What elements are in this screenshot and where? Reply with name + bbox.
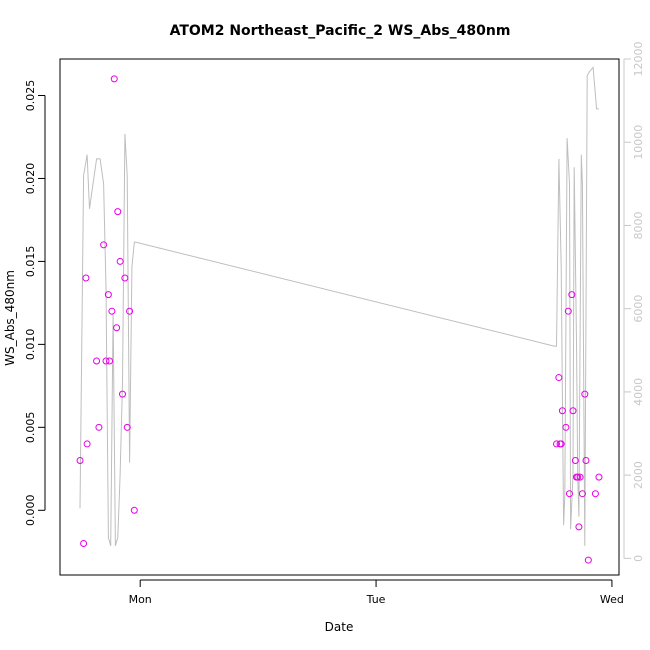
left-axis-tick-label: 0.020	[24, 163, 37, 195]
right-axis-tick-label: 0	[632, 555, 645, 562]
x-axis-tick-label: Wed	[600, 593, 624, 606]
right-axis-tick-label: 2000	[632, 461, 645, 489]
data-point	[569, 407, 577, 415]
data-point	[576, 473, 584, 481]
data-point	[568, 291, 576, 299]
data-point	[114, 208, 122, 216]
data-point	[108, 307, 116, 315]
data-point	[95, 423, 103, 431]
x-axis-label: Date	[325, 620, 354, 634]
left-axis-tick-label: 0.015	[24, 246, 37, 278]
left-axis-tick-label: 0.010	[24, 329, 37, 361]
line-series	[79, 66, 599, 547]
data-point	[119, 390, 127, 398]
data-point	[106, 357, 114, 365]
left-axis-tick-label: 0.000	[24, 495, 37, 527]
data-point	[571, 457, 579, 465]
data-point	[121, 274, 129, 282]
data-point	[564, 307, 572, 315]
data-point	[591, 490, 599, 498]
right-axis-tick-label: 12000	[632, 42, 645, 77]
data-point	[574, 473, 582, 481]
data-point	[558, 407, 566, 415]
data-point	[584, 556, 592, 564]
data-point	[552, 440, 560, 448]
series-line	[79, 66, 599, 547]
data-point	[102, 357, 110, 365]
right-axis-tick-label: 6000	[632, 295, 645, 323]
data-point	[126, 307, 134, 315]
data-point	[104, 291, 112, 299]
chart-title: ATOM2 Northeast_Pacific_2 WS_Abs_480nm	[170, 23, 511, 39]
data-point	[555, 374, 563, 382]
data-point	[80, 539, 88, 547]
left-y-axis: 0.000 0.005 0.010 0.015 0.020 0.025	[24, 80, 46, 527]
x-axis-tick-label: Tue	[366, 593, 386, 606]
data-point	[565, 490, 573, 498]
data-point	[130, 506, 138, 514]
data-point	[100, 241, 108, 249]
right-axis-tick-label: 10000	[632, 125, 645, 160]
plot-frame	[59, 58, 620, 576]
data-point	[575, 523, 583, 531]
data-point	[562, 423, 570, 431]
data-point	[82, 274, 90, 282]
scatter-series	[76, 75, 603, 564]
right-axis-tick-label: 4000	[632, 378, 645, 406]
right-axis-tick-label: 8000	[632, 211, 645, 239]
y-axis-label: WS_Abs_480nm	[3, 270, 17, 366]
data-point	[83, 440, 91, 448]
data-point	[93, 357, 101, 365]
data-point	[557, 440, 565, 448]
data-point	[578, 490, 586, 498]
data-point	[582, 457, 590, 465]
left-axis-tick-label: 0.025	[24, 80, 37, 112]
x-axis-tick-label: Mon	[129, 593, 152, 606]
data-point	[116, 257, 124, 265]
data-point	[123, 423, 131, 431]
data-point	[595, 473, 603, 481]
data-point	[76, 457, 84, 465]
data-point	[110, 75, 118, 83]
data-point	[113, 324, 121, 332]
data-point	[581, 390, 589, 398]
right-y-axis: 0 2000 4000 6000 8000 10000 12000	[623, 42, 645, 562]
left-axis-tick-label: 0.005	[24, 412, 37, 444]
x-axis: Mon Tue Wed	[129, 579, 624, 606]
